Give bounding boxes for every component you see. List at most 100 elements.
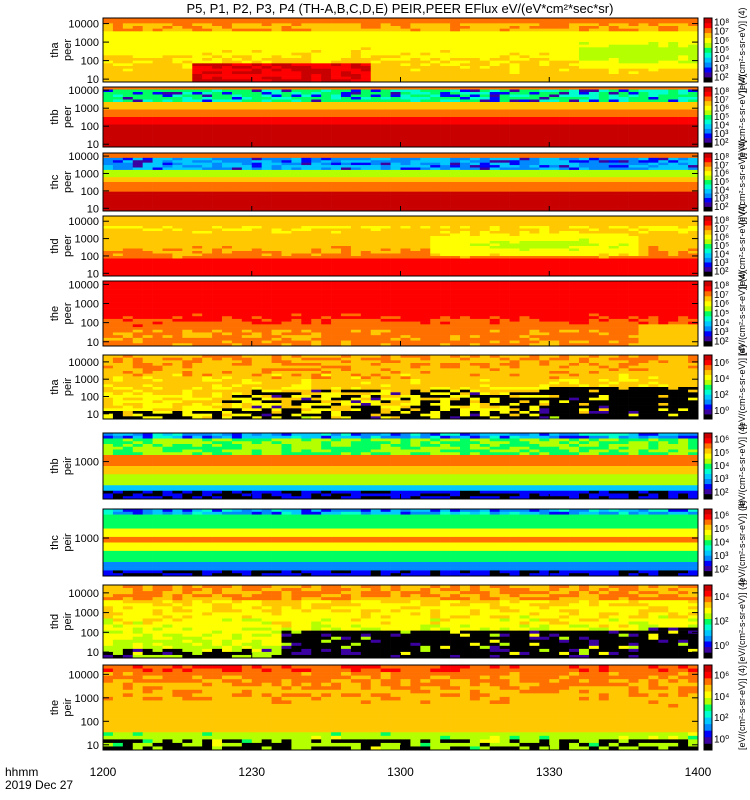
heatmap-cell <box>648 189 659 192</box>
heatmap-cell <box>341 66 352 69</box>
heatmap-cell <box>618 23 629 27</box>
heatmap-cell <box>598 20 610 24</box>
heatmap-cell <box>331 31 342 35</box>
heatmap-cell <box>182 68 193 72</box>
heatmap-cell <box>142 182 153 185</box>
heatmap-cell <box>390 74 401 77</box>
heatmap-cell <box>569 79 580 83</box>
heatmap-cell <box>559 162 570 166</box>
heatmap-cell <box>598 66 610 69</box>
heatmap-cell <box>103 58 114 61</box>
heatmap-cell <box>668 218 679 222</box>
heatmap-cell <box>291 203 302 207</box>
heatmap-cell <box>469 218 481 222</box>
heatmap-cell <box>390 160 401 163</box>
heatmap-cell <box>152 44 163 48</box>
colorbar-swatch <box>704 22 712 29</box>
heatmap-cell <box>341 157 352 161</box>
heatmap-cell <box>142 58 153 61</box>
heatmap-cell <box>182 92 193 95</box>
heatmap-cell <box>350 94 362 98</box>
colorbar-swatch <box>704 27 712 34</box>
heatmap-cell <box>202 122 213 125</box>
heatmap-cell <box>469 129 481 133</box>
colorbar-tick-label: 10⁸ <box>714 152 729 163</box>
heatmap-cell <box>668 216 679 219</box>
heatmap-cell <box>350 58 362 61</box>
heatmap-cell <box>460 223 471 227</box>
heatmap-cell <box>281 23 292 27</box>
heatmap-cell <box>668 169 679 173</box>
heatmap-cell <box>420 55 431 59</box>
heatmap-cell <box>440 196 451 200</box>
heatmap-cell <box>291 172 302 176</box>
heatmap-cell <box>628 52 639 56</box>
heatmap-cell <box>271 221 282 224</box>
heatmap-cell <box>479 233 491 237</box>
heatmap-cell <box>192 236 203 239</box>
heatmap-cell <box>479 139 491 143</box>
heatmap-cell <box>430 99 441 103</box>
heatmap-cell <box>380 23 391 27</box>
heatmap-cell <box>142 144 153 148</box>
heatmap-cell <box>103 63 114 67</box>
heatmap-cell <box>182 28 193 32</box>
heatmap-cell <box>559 104 570 108</box>
heatmap-cell <box>231 132 243 135</box>
heatmap-cell <box>380 79 391 83</box>
heatmap-cell <box>241 89 253 93</box>
heatmap-cell <box>380 127 391 130</box>
heatmap-cell <box>142 44 153 48</box>
heatmap-cell <box>469 233 481 237</box>
heatmap-cell <box>628 208 639 212</box>
heatmap-cell <box>251 157 262 161</box>
heatmap-cell <box>311 87 322 90</box>
heatmap-cell <box>192 129 203 133</box>
heatmap-cell <box>648 68 659 72</box>
heatmap-cell <box>469 20 481 24</box>
heatmap-cell <box>618 50 629 53</box>
heatmap-cell <box>420 122 431 125</box>
heatmap-cell <box>489 119 500 123</box>
y-tick-label: 1000 <box>75 168 99 180</box>
heatmap-cell <box>489 71 500 75</box>
heatmap-cell <box>241 157 253 161</box>
colorbar-tick-label: 10⁶ <box>714 169 729 180</box>
heatmap-cell <box>559 216 570 219</box>
heatmap-cell <box>638 127 649 130</box>
heatmap-cell <box>420 68 431 72</box>
heatmap-cell <box>400 203 411 207</box>
heatmap-cell <box>162 114 173 118</box>
heatmap-cell <box>400 112 411 115</box>
heatmap-cell <box>251 58 262 61</box>
heatmap-cell <box>172 74 183 77</box>
heatmap-cell <box>519 20 530 24</box>
heatmap-cell <box>291 144 302 148</box>
heatmap-cell <box>430 34 441 37</box>
heatmap-cell <box>588 155 600 159</box>
heatmap-cell <box>489 92 500 95</box>
heatmap-cell <box>103 157 114 161</box>
heatmap-cell <box>648 87 659 90</box>
heatmap-cell <box>460 74 471 77</box>
heatmap-cell <box>400 184 411 188</box>
heatmap-cell <box>172 68 183 72</box>
heatmap-cell <box>460 201 471 205</box>
heatmap-cell <box>608 107 619 110</box>
heatmap-cell <box>370 18 381 21</box>
heatmap-cell <box>539 58 550 61</box>
heatmap-cell <box>112 223 124 227</box>
heatmap-cell <box>192 112 203 115</box>
heatmap-cell <box>103 144 114 148</box>
heatmap-cell <box>291 165 302 168</box>
heatmap-cell <box>360 206 372 209</box>
heatmap-cell <box>579 231 590 234</box>
heatmap-cell <box>549 182 560 185</box>
heatmap-cell <box>559 114 570 118</box>
heatmap-cell <box>688 34 699 37</box>
heatmap-cell <box>598 228 610 232</box>
heatmap-cell <box>479 92 491 95</box>
heatmap-cell <box>390 167 401 171</box>
heatmap-cell <box>430 157 441 161</box>
heatmap-cell <box>341 179 352 183</box>
